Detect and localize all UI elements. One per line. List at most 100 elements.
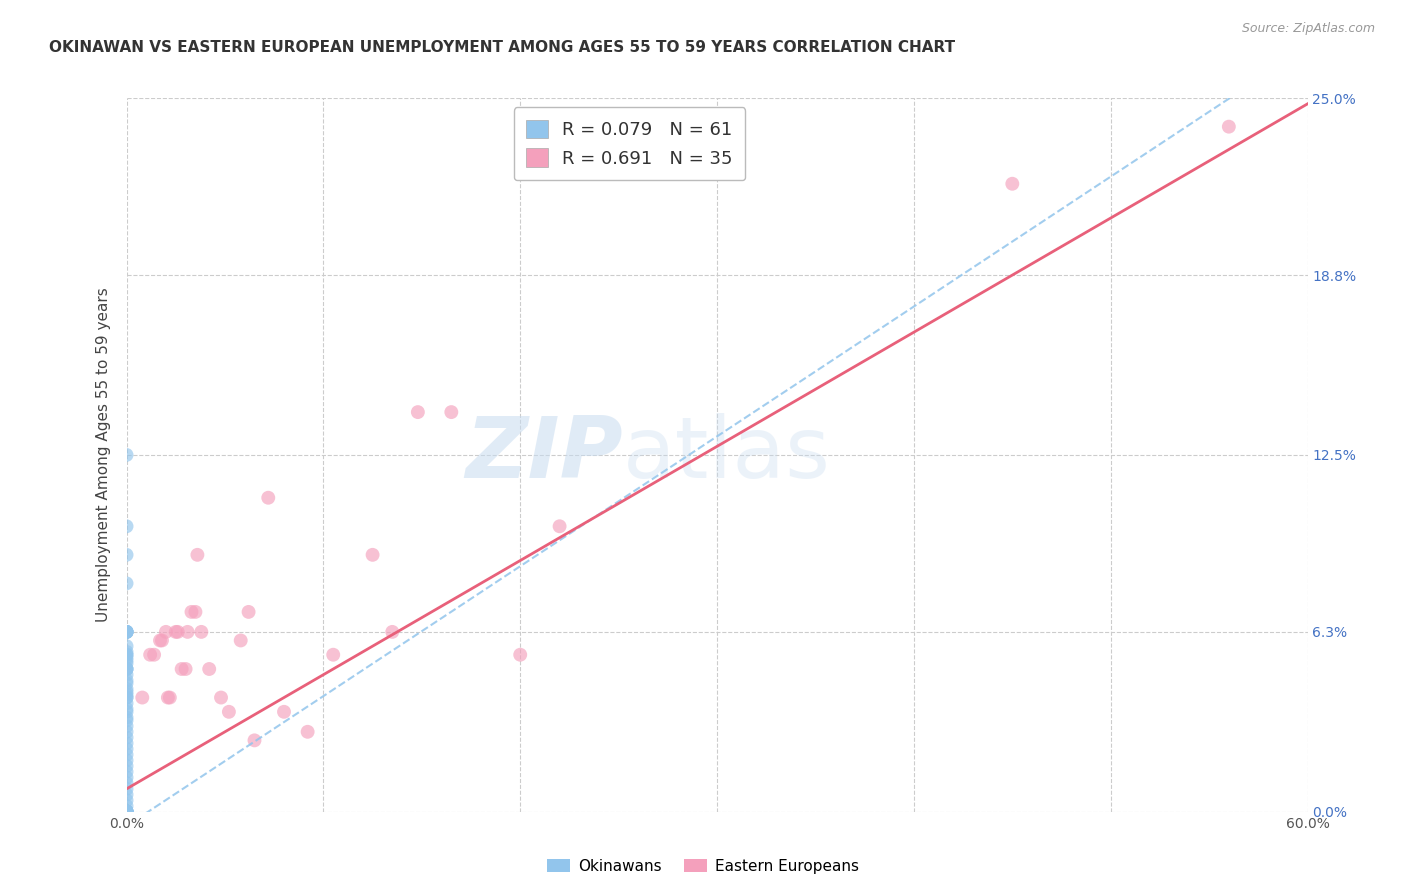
Point (165, 624, 187, 639)
Point (166, 624, 188, 639)
Point (115, 676, 138, 690)
Point (115, 685, 138, 699)
Point (115, 736, 138, 750)
Legend: R = 0.079   N = 61, R = 0.691   N = 35: R = 0.079 N = 61, R = 0.691 N = 35 (513, 107, 745, 180)
Point (115, 624, 138, 639)
Point (150, 633, 173, 648)
Point (115, 702, 138, 716)
Point (115, 653, 138, 667)
Text: ZIP: ZIP (465, 413, 623, 497)
Point (115, 753, 138, 767)
Point (115, 805, 138, 819)
Point (440, 405, 463, 419)
Point (115, 805, 138, 819)
Point (115, 648, 138, 662)
Point (115, 799, 138, 814)
Point (115, 771, 138, 785)
Point (115, 788, 138, 802)
Point (115, 624, 138, 639)
Point (115, 805, 138, 819)
Point (115, 805, 138, 819)
Point (361, 548, 384, 562)
Point (170, 662, 193, 676)
Point (115, 805, 138, 819)
Y-axis label: Unemployment Among Ages 55 to 59 years: Unemployment Among Ages 55 to 59 years (96, 287, 111, 623)
Point (115, 710, 138, 724)
Point (115, 688, 138, 702)
Point (115, 805, 138, 819)
Point (159, 690, 181, 705)
Point (243, 733, 266, 747)
Point (115, 759, 138, 773)
Point (115, 805, 138, 819)
Point (115, 781, 138, 796)
Point (115, 705, 138, 719)
Legend: Okinawans, Eastern Europeans: Okinawans, Eastern Europeans (541, 853, 865, 880)
Point (149, 633, 172, 648)
Point (273, 705, 295, 719)
Point (1218, 120, 1240, 134)
Point (115, 662, 138, 676)
Point (115, 805, 138, 819)
Point (406, 405, 429, 419)
Point (174, 662, 197, 676)
Point (115, 696, 138, 710)
Point (381, 624, 404, 639)
Point (297, 724, 319, 739)
Point (209, 690, 232, 705)
Point (115, 805, 138, 819)
Point (115, 805, 138, 819)
Point (131, 690, 153, 705)
Point (190, 624, 212, 639)
Point (115, 690, 138, 705)
Point (115, 764, 138, 779)
Point (184, 605, 207, 619)
Point (115, 667, 138, 681)
Point (548, 519, 571, 533)
Point (115, 681, 138, 696)
Point (176, 624, 198, 639)
Point (229, 633, 252, 648)
Point (115, 648, 138, 662)
Point (115, 662, 138, 676)
Point (115, 731, 138, 745)
Point (115, 624, 138, 639)
Point (257, 491, 280, 505)
Point (180, 605, 202, 619)
Point (115, 519, 138, 533)
Point (115, 714, 138, 728)
Point (139, 648, 162, 662)
Point (115, 662, 138, 676)
Point (115, 673, 138, 688)
Point (115, 690, 138, 705)
Point (115, 624, 138, 639)
Point (1001, 177, 1024, 191)
Point (509, 648, 531, 662)
Point (115, 645, 138, 659)
Point (115, 576, 138, 591)
Point (238, 605, 260, 619)
Point (115, 548, 138, 562)
Point (115, 448, 138, 462)
Point (115, 742, 138, 756)
Point (115, 650, 138, 665)
Point (143, 648, 166, 662)
Text: OKINAWAN VS EASTERN EUROPEAN UNEMPLOYMENT AMONG AGES 55 TO 59 YEARS CORRELATION : OKINAWAN VS EASTERN EUROPEAN UNEMPLOYMEN… (49, 40, 955, 55)
Point (115, 724, 138, 739)
Point (156, 690, 179, 705)
Point (155, 624, 177, 639)
Point (322, 648, 344, 662)
Point (115, 657, 138, 671)
Point (115, 793, 138, 807)
Point (115, 805, 138, 819)
Point (115, 719, 138, 733)
Point (198, 662, 221, 676)
Point (115, 805, 138, 819)
Text: Source: ZipAtlas.com: Source: ZipAtlas.com (1241, 22, 1375, 36)
Text: atlas: atlas (623, 413, 831, 497)
Point (115, 624, 138, 639)
Point (115, 776, 138, 790)
Point (186, 548, 208, 562)
Point (115, 639, 138, 653)
Point (115, 747, 138, 762)
